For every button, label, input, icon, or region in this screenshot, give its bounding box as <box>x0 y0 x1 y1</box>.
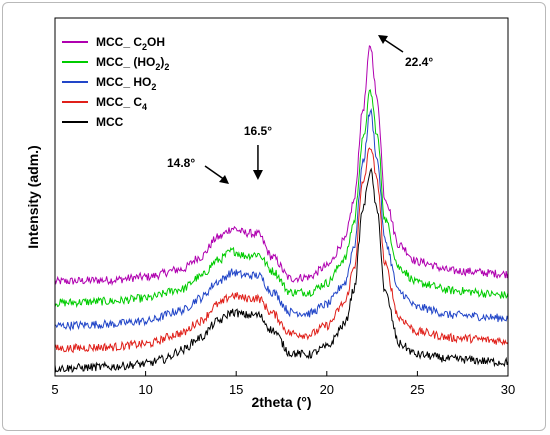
legend: MCC_ C2OH MCC_ (HO2)2 MCC_ HO2 MCC_ C4 MCC <box>62 35 169 129</box>
legend-label-4: MCC <box>96 115 124 129</box>
annotation-label-0: 22.4° <box>405 55 433 69</box>
annotation-label-1: 16.5° <box>244 124 272 138</box>
plot-border <box>54 17 509 377</box>
x-tick-label-1: 10 <box>138 382 152 397</box>
annotation-arrow-2 <box>204 165 226 181</box>
x-tick-label-0: 5 <box>51 382 58 397</box>
legend-label-1: MCC_ (HO2)2 <box>96 55 169 72</box>
series-line-2 <box>54 108 509 332</box>
x-tick-label-2: 15 <box>229 382 243 397</box>
annotation-label-2: 14.8° <box>167 156 195 170</box>
legend-label-3: MCC_ C4 <box>96 95 147 112</box>
x-axis-label: 2theta (°) <box>251 394 311 410</box>
series-line-4 <box>54 167 509 374</box>
peak-annotations: 22.4° 16.5° 14.8° <box>167 35 433 184</box>
figure-frame <box>2 2 546 431</box>
x-tick-label-3: 20 <box>320 382 334 397</box>
series-line-1 <box>54 89 509 309</box>
x-tick-label-5: 30 <box>501 382 515 397</box>
annotation-arrowhead-0 <box>378 35 388 44</box>
annotation-arrowhead-1 <box>252 170 263 180</box>
plot-area <box>54 45 509 374</box>
annotation-arrowhead-2 <box>219 175 229 184</box>
axes: 5 10 15 20 25 30 <box>51 17 515 397</box>
series-line-0 <box>54 45 509 287</box>
annotation-arrow-0 <box>381 37 404 53</box>
x-tick-label-4: 25 <box>410 382 424 397</box>
legend-label-2: MCC_ HO2 <box>96 75 156 92</box>
y-axis-label: Intensity (adm.) <box>25 145 41 248</box>
legend-label-0: MCC_ C2OH <box>96 35 165 52</box>
series-line-3 <box>54 147 509 354</box>
